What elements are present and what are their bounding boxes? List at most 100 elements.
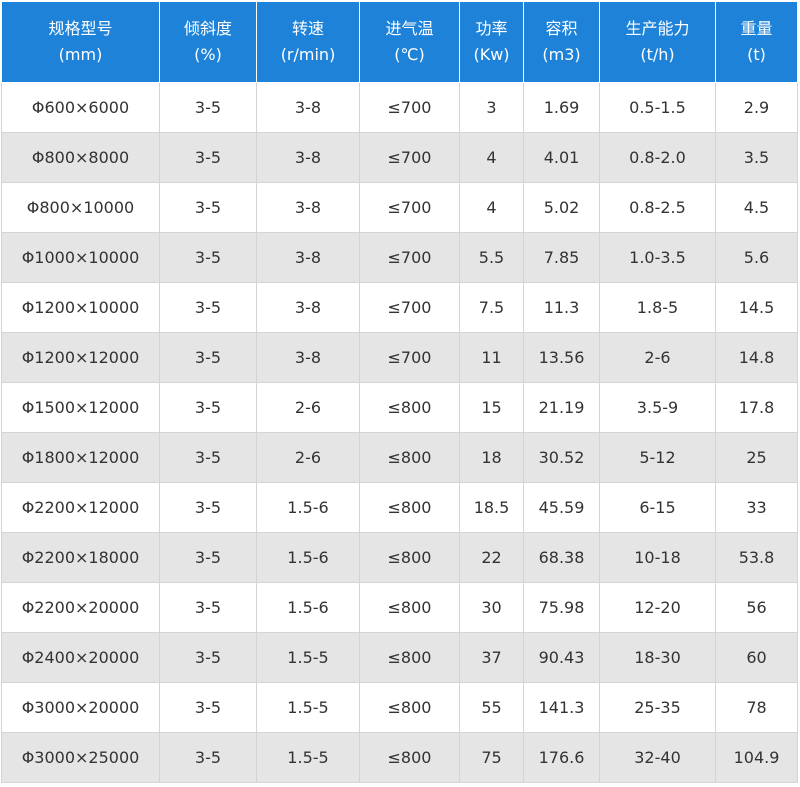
- table-cell: 33: [715, 482, 798, 533]
- table-cell: 10-18: [599, 532, 716, 583]
- table-cell: ≤800: [359, 532, 460, 583]
- table-cell: 3-5: [159, 182, 257, 233]
- table-cell: 25-35: [599, 682, 716, 733]
- table-cell: Φ1500×12000: [1, 382, 160, 433]
- table-cell: 7.5: [459, 282, 524, 333]
- header-name: 规格型号: [48, 19, 113, 38]
- table-cell: ≤800: [359, 482, 460, 533]
- table-cell: ≤800: [359, 632, 460, 683]
- table-cell: 104.9: [715, 732, 798, 783]
- table-row: Φ3000×25000 3-5 1.5-5 ≤800 75 176.6 32-40 104.9: [1, 732, 798, 783]
- table-cell: 15: [459, 382, 524, 433]
- header-unit: (m3): [542, 45, 581, 64]
- table-cell: 5.5: [459, 232, 524, 283]
- table-cell: 1.5-6: [256, 532, 360, 583]
- table-cell: 3-8: [256, 232, 360, 283]
- table-cell: 14.8: [715, 332, 798, 383]
- table-cell: 1.5-5: [256, 732, 360, 783]
- header-cell: 倾斜度 (%): [159, 1, 257, 83]
- table-cell: ≤700: [359, 232, 460, 283]
- header-unit: (%): [194, 45, 222, 64]
- table-cell: 3-5: [159, 82, 257, 133]
- table-cell: ≤700: [359, 132, 460, 183]
- table-cell: 18: [459, 432, 524, 483]
- table-cell: ≤800: [359, 582, 460, 633]
- table-cell: 0.8-2.5: [599, 182, 716, 233]
- table-row: Φ1200×12000 3-5 3-8 ≤700 11 13.56 2-6 14.8: [1, 332, 798, 383]
- table-cell: 5.02: [523, 182, 600, 233]
- table-cell: 3: [459, 82, 524, 133]
- table-cell: 3-5: [159, 382, 257, 433]
- table-row: Φ2200×12000 3-5 1.5-6 ≤800 18.5 45.59 6-15 33: [1, 482, 798, 533]
- table-cell: 68.38: [523, 532, 600, 583]
- table-cell: ≤800: [359, 382, 460, 433]
- table-cell: 2-6: [256, 382, 360, 433]
- header-unit: (Kw): [473, 45, 510, 64]
- table-cell: 2.9: [715, 82, 798, 133]
- header-name: 进气温: [385, 19, 434, 38]
- table-cell: 6-15: [599, 482, 716, 533]
- table-cell: 75.98: [523, 582, 600, 633]
- table-cell: ≤800: [359, 432, 460, 483]
- table-cell: 11.3: [523, 282, 600, 333]
- table-cell: 3-5: [159, 682, 257, 733]
- table-cell: 30.52: [523, 432, 600, 483]
- table-cell: ≤700: [359, 182, 460, 233]
- table-cell: 1.69: [523, 82, 600, 133]
- header-cell: 规格型号 (mm): [1, 1, 160, 83]
- table-cell: 0.8-2.0: [599, 132, 716, 183]
- table-cell: 4.5: [715, 182, 798, 233]
- header-cell: 重量 (t): [715, 1, 798, 83]
- header-unit: (℃): [394, 45, 425, 64]
- table-cell: 75: [459, 732, 524, 783]
- table-cell: 2-6: [599, 332, 716, 383]
- table-cell: 55: [459, 682, 524, 733]
- table-row: Φ2400×20000 3-5 1.5-5 ≤800 37 90.43 18-30 60: [1, 632, 798, 683]
- table-row: Φ1500×12000 3-5 2-6 ≤800 15 21.19 3.5-9 17.8: [1, 382, 798, 433]
- table-cell: 37: [459, 632, 524, 683]
- table-cell: 3-8: [256, 132, 360, 183]
- table-cell: 3.5: [715, 132, 798, 183]
- table-cell: 1.5-6: [256, 482, 360, 533]
- table-cell: 1.8-5: [599, 282, 716, 333]
- table-cell: 17.8: [715, 382, 798, 433]
- table-cell: ≤800: [359, 682, 460, 733]
- table-row: Φ1200×10000 3-5 3-8 ≤700 7.5 11.3 1.8-5 14.5: [1, 282, 798, 333]
- header-unit: (mm): [58, 45, 103, 64]
- table-head: 规格型号 (mm) 倾斜度 (%) 转速 (r/min) 进气温 (℃) 功率 (Kw) 容积 (m3…: [1, 1, 798, 83]
- table-cell: Φ800×8000: [1, 132, 160, 183]
- table-cell: 21.19: [523, 382, 600, 433]
- table-cell: 14.5: [715, 282, 798, 333]
- table-cell: 3-5: [159, 282, 257, 333]
- table-cell: 3-8: [256, 332, 360, 383]
- table-cell: 1.0-3.5: [599, 232, 716, 283]
- table-cell: 0.5-1.5: [599, 82, 716, 133]
- header-cell: 转速 (r/min): [256, 1, 360, 83]
- table-cell: ≤700: [359, 82, 460, 133]
- table-cell: 53.8: [715, 532, 798, 583]
- table-cell: 2-6: [256, 432, 360, 483]
- table-cell: 4.01: [523, 132, 600, 183]
- table-cell: 32-40: [599, 732, 716, 783]
- table-cell: 3-8: [256, 282, 360, 333]
- header-row: 规格型号 (mm) 倾斜度 (%) 转速 (r/min) 进气温 (℃) 功率 (Kw) 容积 (m3…: [1, 1, 798, 83]
- table-cell: Φ1200×12000: [1, 332, 160, 383]
- table-cell: 3-5: [159, 582, 257, 633]
- header-unit: (t/h): [640, 45, 675, 64]
- header-name: 倾斜度: [183, 19, 232, 38]
- table-row: Φ1000×10000 3-5 3-8 ≤700 5.5 7.85 1.0-3.5 5.6: [1, 232, 798, 283]
- table-cell: Φ2200×18000: [1, 532, 160, 583]
- table-cell: 25: [715, 432, 798, 483]
- header-cell: 进气温 (℃): [359, 1, 460, 83]
- table-cell: 3-5: [159, 332, 257, 383]
- header-cell: 生产能力 (t/h): [599, 1, 716, 83]
- table-cell: 4: [459, 132, 524, 183]
- table-row: Φ800×8000 3-5 3-8 ≤700 4 4.01 0.8-2.0 3.5: [1, 132, 798, 183]
- table-cell: 56: [715, 582, 798, 633]
- table-cell: 3-8: [256, 82, 360, 133]
- table-cell: Φ1000×10000: [1, 232, 160, 283]
- table-cell: Φ800×10000: [1, 182, 160, 233]
- header-name: 功率: [475, 19, 508, 38]
